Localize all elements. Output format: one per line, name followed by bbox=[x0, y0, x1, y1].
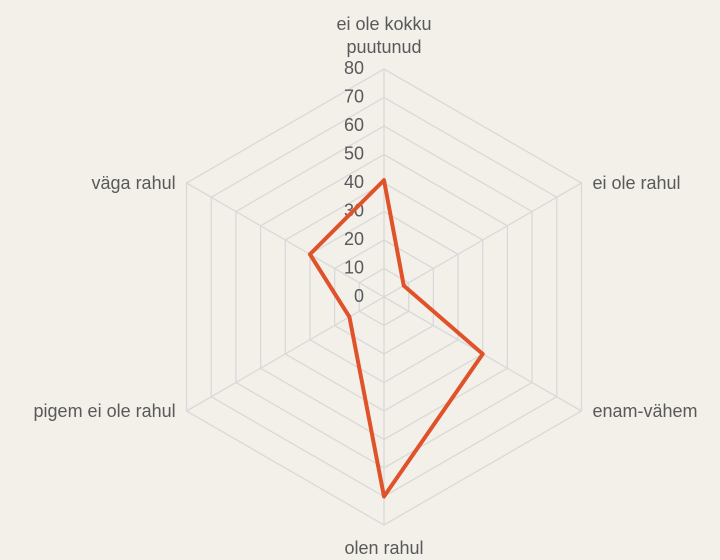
r-tick-label: 20 bbox=[344, 229, 364, 249]
spoke bbox=[186, 182, 385, 298]
category-label: väga rahul bbox=[91, 172, 176, 193]
category-label: enam-vähem bbox=[592, 400, 698, 421]
category-label: olen rahul bbox=[344, 538, 424, 558]
spoke bbox=[383, 182, 582, 298]
category-label: ei ole rahul bbox=[592, 172, 681, 193]
r-tick-label: 80 bbox=[344, 58, 364, 78]
r-tick-label: 10 bbox=[344, 257, 364, 277]
r-tick-label: 50 bbox=[344, 143, 364, 163]
series-line bbox=[307, 178, 485, 499]
r-tick-label: 60 bbox=[344, 115, 364, 135]
r-tick-label: 0 bbox=[354, 286, 364, 306]
r-tick-label: 40 bbox=[344, 172, 364, 192]
category-label: pigem ei ole rahul bbox=[33, 400, 176, 421]
category-label: ei ole kokku puutunud bbox=[336, 14, 432, 57]
r-tick-label: 70 bbox=[344, 86, 364, 106]
